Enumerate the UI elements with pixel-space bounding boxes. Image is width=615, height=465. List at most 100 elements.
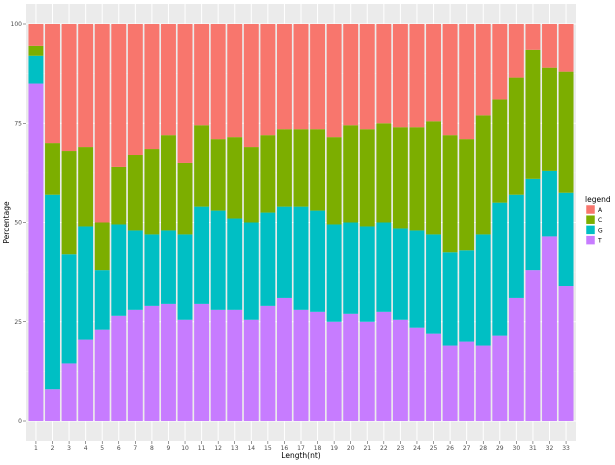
bar-segment-G-23 [392, 228, 408, 320]
bar-segment-C-27 [459, 139, 475, 251]
bar-segment-G-25 [426, 234, 441, 334]
x-tick-label: 6 [117, 445, 121, 452]
bar-segment-G-28 [475, 234, 491, 346]
x-tick-label: 33 [562, 445, 570, 452]
legend-label-T: T [597, 238, 602, 245]
legend-key-C [585, 214, 596, 225]
x-tick-label: 20 [347, 445, 355, 452]
bar-segment-C-5 [94, 222, 110, 271]
bar-segment-C-11 [194, 125, 210, 207]
bar-segment-T-10 [177, 319, 193, 421]
x-tick-label: 29 [496, 445, 504, 452]
x-axis-label: Length(nt) [281, 451, 320, 460]
x-tick-label: 18 [314, 445, 322, 452]
x-tick-label: 10 [181, 445, 189, 452]
bar-segment-A-30 [508, 24, 524, 78]
bar-segment-C-9 [161, 135, 176, 231]
bar-segment-T-16 [276, 297, 292, 421]
bar-segment-T-29 [492, 335, 508, 421]
bar-segment-A-5 [94, 24, 110, 223]
x-tick-label: 2 [51, 445, 55, 452]
bar-segment-A-7 [127, 24, 143, 156]
bar-segment-G-16 [276, 206, 292, 298]
bar-segment-T-26 [442, 345, 458, 421]
x-tick-label: 8 [150, 445, 154, 452]
bar-segment-A-33 [558, 24, 574, 72]
bar-segment-C-14 [243, 147, 259, 223]
x-tick-label: 21 [363, 445, 371, 452]
bar-segment-A-10 [177, 24, 193, 163]
bar-segment-T-12 [210, 309, 226, 421]
bar-segment-T-21 [359, 321, 375, 421]
bar-segment-T-25 [426, 333, 441, 421]
x-tick-label: 26 [446, 445, 454, 452]
bar-segment-T-17 [293, 309, 309, 421]
bar-segment-C-26 [442, 135, 458, 253]
bar-segment-A-6 [111, 24, 127, 167]
bar-segment-A-18 [310, 24, 326, 130]
bar-segment-C-15 [260, 135, 276, 213]
bar-segment-C-29 [492, 99, 508, 203]
y-tick-label: 100 [11, 21, 23, 28]
bar-segment-C-13 [227, 137, 243, 219]
x-tick-label: 14 [247, 445, 255, 452]
bar-segment-C-30 [508, 77, 524, 195]
bar-segment-C-1 [28, 45, 44, 56]
y-tick-label: 25 [14, 319, 22, 326]
bar-segment-A-32 [542, 24, 557, 68]
bar-segment-A-17 [293, 24, 309, 130]
bar-segment-C-4 [78, 147, 94, 227]
bar-segment-G-27 [459, 250, 475, 342]
bar-segment-G-29 [492, 202, 508, 336]
bar-segment-C-2 [45, 143, 60, 195]
x-tick-label: 30 [513, 445, 521, 452]
bar-segment-A-19 [326, 24, 342, 138]
bar-segment-G-3 [61, 254, 77, 364]
x-tick-label: 19 [330, 445, 338, 452]
bar-segment-C-33 [558, 71, 574, 193]
x-tick-label: 24 [413, 445, 421, 452]
bar-segment-G-17 [293, 206, 309, 310]
legend-key-G [585, 225, 596, 235]
bar-segment-A-31 [525, 24, 541, 50]
bars [28, 24, 574, 422]
bar-segment-T-6 [111, 315, 127, 421]
bar-segment-G-19 [326, 224, 342, 322]
bar-segment-C-22 [376, 123, 392, 223]
bar-segment-A-9 [161, 24, 176, 136]
bar-segment-G-1 [28, 55, 44, 84]
bar-segment-G-33 [558, 192, 574, 287]
x-tick-label: 3 [67, 445, 71, 452]
bar-segment-T-14 [243, 319, 259, 421]
bar-segment-C-6 [111, 166, 127, 225]
bar-segment-C-32 [542, 67, 557, 171]
bar-segment-T-9 [161, 303, 176, 421]
legend-key-T [585, 235, 596, 245]
bar-segment-A-3 [61, 24, 77, 152]
bar-segment-A-23 [392, 24, 408, 128]
bar-segment-C-3 [61, 151, 77, 255]
legend-title: legend [585, 195, 611, 204]
x-tick-label: 15 [264, 445, 272, 452]
bar-segment-A-16 [276, 24, 292, 130]
x-tick-label: 32 [546, 445, 554, 452]
bar-segment-A-28 [475, 24, 491, 116]
bar-segment-C-8 [144, 149, 160, 235]
bar-segment-A-22 [376, 24, 392, 124]
x-tick-label: 28 [479, 445, 487, 452]
legend-label-A: A [598, 207, 603, 214]
y-axis-label: Percentage [2, 201, 11, 244]
bar-segment-G-6 [111, 224, 127, 316]
bar-segment-T-23 [392, 319, 408, 421]
y-tick-label: 75 [14, 120, 22, 127]
x-tick-label: 12 [214, 445, 222, 452]
bar-segment-G-18 [310, 210, 326, 312]
y-tick-label: 50 [14, 220, 22, 227]
x-tick-label: 23 [397, 445, 405, 452]
bar-segment-A-13 [227, 24, 243, 138]
bar-segment-A-27 [459, 24, 475, 140]
bar-segment-C-23 [392, 127, 408, 229]
legend-label-G: G [598, 227, 603, 234]
x-tick-label: 25 [430, 445, 438, 452]
